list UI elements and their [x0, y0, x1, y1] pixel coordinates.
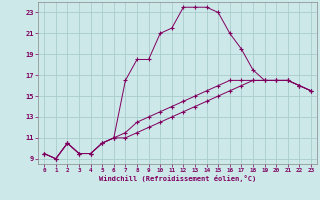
- X-axis label: Windchill (Refroidissement éolien,°C): Windchill (Refroidissement éolien,°C): [99, 175, 256, 182]
